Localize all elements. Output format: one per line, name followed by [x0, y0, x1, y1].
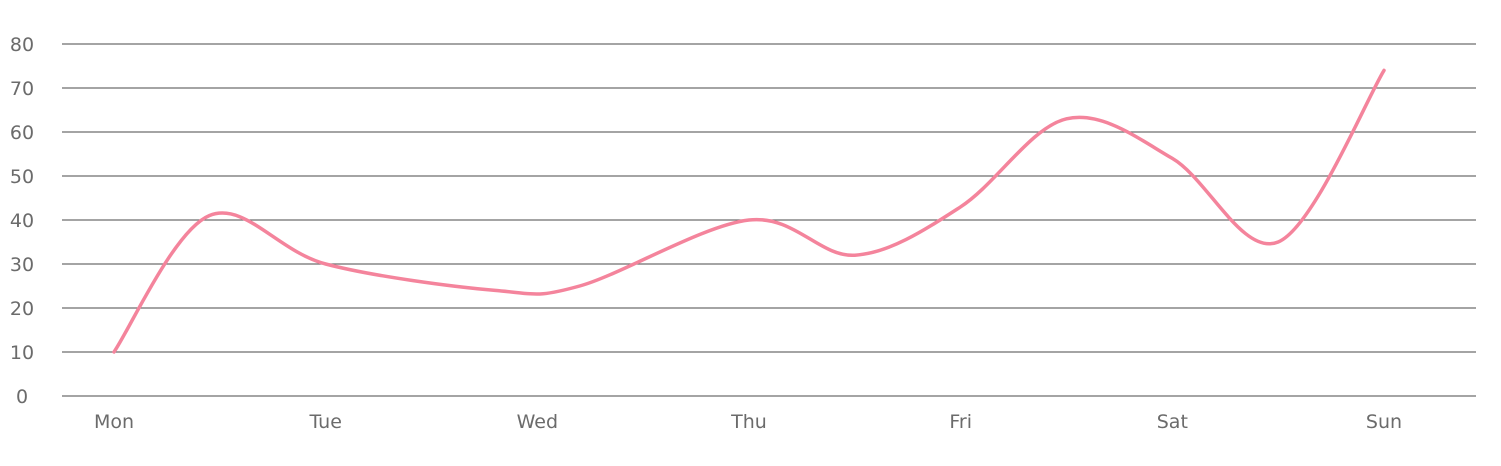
- x-tick-label-wed: Wed: [517, 411, 558, 433]
- x-tick-label-thu: Thu: [730, 411, 767, 433]
- y-tick-label-70: 70: [10, 78, 34, 100]
- y-tick-label-60: 60: [10, 122, 34, 144]
- x-tick-label-sat: Sat: [1157, 411, 1188, 433]
- x-tick-label-fri: Fri: [949, 411, 972, 433]
- y-tick-label-30: 30: [10, 254, 34, 276]
- x-tick-label-mon: Mon: [94, 411, 134, 433]
- y-tick-label-20: 20: [10, 298, 34, 320]
- y-tick-label-80: 80: [10, 34, 34, 56]
- y-tick-label-40: 40: [10, 210, 34, 232]
- y-tick-label-0: 0: [16, 386, 28, 408]
- x-axis-ticks: Mon Tue Wed Thu Fri Sat Sun: [94, 411, 1402, 433]
- y-axis-ticks: 0 10 20 30 40 50 60 70 80: [10, 34, 34, 408]
- series-layer: [112, 68, 1386, 354]
- x-tick-label-sun: Sun: [1366, 411, 1402, 433]
- y-tick-label-10: 10: [10, 342, 34, 364]
- series-line-0: [112, 68, 1386, 354]
- y-tick-label-50: 50: [10, 166, 34, 188]
- x-tick-label-tue: Tue: [308, 411, 341, 433]
